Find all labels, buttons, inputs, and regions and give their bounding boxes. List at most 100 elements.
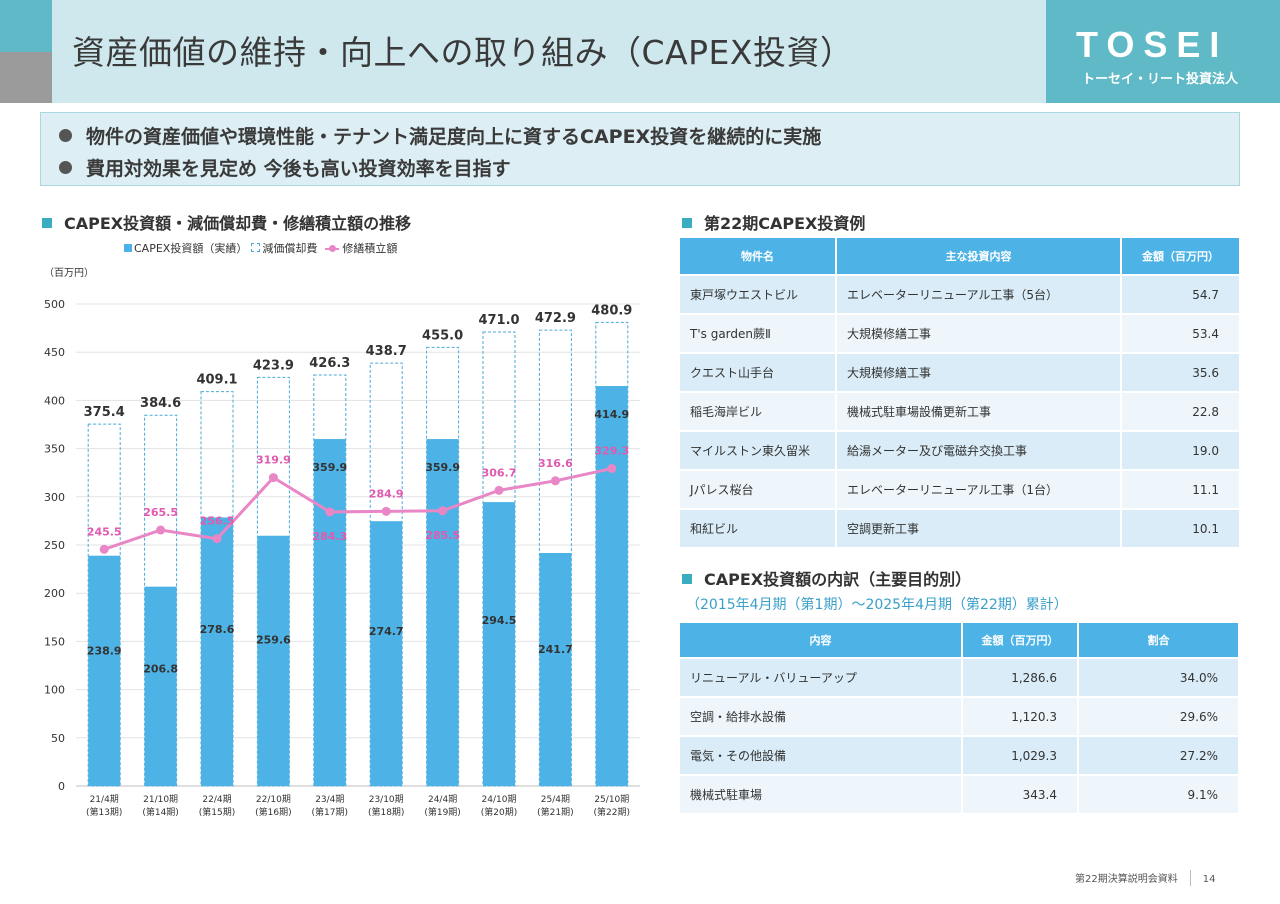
table-row: 東戸塚ウエストビル エレベーターリニューアル工事（5台） 54.7 — [680, 274, 1239, 313]
logo-subtitle: トーセイ・リート投資法人 — [1082, 72, 1239, 87]
content-cell: エレベーターリニューアル工事（5台） — [837, 274, 1122, 313]
property-cell: クエスト山手台 — [680, 352, 837, 391]
y-tick-label: 150 — [44, 635, 65, 648]
capex-value-label: 414.9 — [594, 408, 629, 421]
x-tick-label: 22/4期 — [202, 794, 231, 805]
col-header-content: 主な投資内容 — [837, 238, 1122, 274]
amount-cell: 53.4 — [1122, 313, 1239, 352]
col-header-ratio: 割合 — [1079, 623, 1238, 657]
capex-value-label: 278.6 — [200, 623, 235, 636]
depreciation-value-label: 409.1 — [196, 373, 237, 388]
x-tick-sublabel: (第15期) — [199, 806, 235, 818]
ratio-cell: 34.0% — [1079, 657, 1238, 696]
summary-box: 物件の資産価値や環境性能・テナント満足度向上に資するCAPEX投資を継続的に実施… — [40, 112, 1240, 186]
square-bullet-icon — [42, 218, 52, 228]
reserve-point — [438, 506, 448, 516]
x-tick-sublabel: (第19期) — [424, 806, 460, 818]
y-tick-label: 300 — [44, 491, 65, 504]
amount-cell: 11.1 — [1122, 469, 1239, 508]
property-cell: 東戸塚ウエストビル — [680, 274, 837, 313]
content-cell: 給湯メーター及び電磁弁交換工事 — [837, 430, 1122, 469]
capex-bar — [483, 502, 515, 786]
y-tick-label: 200 — [44, 587, 65, 600]
category-cell: リニューアル・バリューアップ — [680, 657, 963, 696]
square-bullet-icon — [682, 218, 692, 228]
legend-capex: CAPEX投資額（実績） — [124, 240, 247, 256]
capex-value-label: 294.5 — [482, 614, 517, 627]
category-cell: 電気・その他設備 — [680, 735, 963, 774]
amount-cell: 35.6 — [1122, 352, 1239, 391]
x-tick-sublabel: (第17期) — [312, 806, 348, 818]
page-footer: 第22期決算説明会資料 14 — [1075, 870, 1215, 886]
depreciation-value-label: 438.7 — [366, 344, 407, 359]
table-row: リニューアル・バリューアップ 1,286.6 34.0% — [680, 657, 1238, 696]
reserve-value-label: 284.3 — [312, 530, 347, 543]
table-header-row: 内容 金額（百万円） 割合 — [680, 623, 1238, 657]
table-row: 電気・その他設備 1,029.3 27.2% — [680, 735, 1238, 774]
depreciation-value-label: 472.9 — [535, 311, 576, 326]
header-band — [52, 0, 1046, 103]
company-logo: TOSEI トーセイ・リート投資法人 — [1046, 0, 1280, 103]
ratio-cell: 9.1% — [1079, 774, 1238, 813]
bullet-icon — [59, 161, 72, 174]
depreciation-value-label: 480.9 — [591, 303, 632, 318]
y-tick-label: 400 — [44, 394, 65, 407]
amount-cell: 19.0 — [1122, 430, 1239, 469]
reserve-value-label: 265.5 — [143, 506, 178, 519]
x-tick-label: 21/10期 — [143, 794, 178, 805]
x-tick-label: 25/10期 — [594, 794, 629, 805]
table-header-row: 物件名 主な投資内容 金額（百万円） — [680, 238, 1239, 274]
reserve-point — [268, 473, 278, 483]
x-tick-label: 24/10期 — [482, 794, 517, 805]
square-bullet-icon — [682, 574, 692, 584]
amount-cell: 1,286.6 — [963, 657, 1079, 696]
y-tick-label: 100 — [44, 684, 65, 697]
col-header-content: 内容 — [680, 623, 963, 657]
capex-bar — [201, 517, 233, 786]
legend-solid-swatch-icon — [124, 244, 132, 252]
x-tick-sublabel: (第13期) — [86, 806, 122, 818]
depreciation-value-label: 384.6 — [140, 396, 181, 411]
reserve-point — [494, 485, 504, 495]
x-tick-sublabel: (第18期) — [368, 806, 404, 818]
capex-bar — [313, 439, 346, 786]
page-number: 14 — [1202, 874, 1216, 885]
capex-value-label: 241.7 — [538, 643, 573, 656]
page-title: 資産価値の維持・向上への取り組み（CAPEX投資） — [72, 33, 854, 72]
breakdown-period-note: （2015年4月期（第1期）～2025年4月期（第22期）累計） — [686, 597, 1068, 613]
capex-chart: 0 50 100 150 200 250 300 350 400 450 500 375.4 238.9… — [44, 298, 640, 818]
x-tick-label: 23/4期 — [315, 794, 344, 805]
y-tick-label: 350 — [44, 443, 65, 456]
col-header-property: 物件名 — [680, 238, 837, 274]
reserve-point — [381, 506, 391, 516]
capex-bar — [370, 521, 403, 786]
legend-reserve: 修繕積立額 — [321, 240, 397, 256]
breakdown-table: 内容 金額（百万円） 割合 リニューアル・バリューアップ 1,286.6 34.0%… — [680, 623, 1238, 813]
property-cell: 稲毛海岸ビル — [680, 391, 837, 430]
capex-value-label: 259.6 — [256, 633, 291, 646]
capex-examples-table: 物件名 主な投資内容 金額（百万円） 東戸塚ウエストビル エレベーターリニューアル… — [680, 238, 1239, 547]
content-cell: 空調更新工事 — [837, 508, 1122, 547]
col-header-amount: 金額（百万円） — [1122, 238, 1239, 274]
document-name: 第22期決算説明会資料 — [1075, 874, 1178, 885]
table-row: 稲毛海岸ビル 機械式駐車場設備更新工事 22.8 — [680, 391, 1239, 430]
y-tick-label: 250 — [44, 539, 65, 552]
table-row: 和紅ビル 空調更新工事 10.1 — [680, 508, 1239, 547]
reserve-value-label: 285.5 — [425, 529, 460, 542]
depreciation-value-label: 426.3 — [309, 356, 350, 371]
capex-bar — [426, 439, 459, 786]
capex-value-label: 359.9 — [312, 461, 347, 474]
ratio-cell: 27.2% — [1079, 735, 1238, 774]
summary-line-2: 費用対効果を見定め 今後も高い投資効率を目指す — [59, 154, 511, 181]
reserve-point — [607, 464, 617, 474]
depreciation-value-label: 423.9 — [253, 358, 294, 373]
x-tick-sublabel: (第21期) — [537, 806, 573, 818]
capex-value-label: 238.9 — [87, 645, 122, 658]
capex-examples-heading: 第22期CAPEX投資例 — [682, 210, 865, 234]
amount-cell: 1,029.3 — [963, 735, 1079, 774]
y-tick-label: 500 — [44, 298, 65, 311]
reserve-value-label: 284.9 — [369, 487, 404, 500]
reserve-value-label: 256.5 — [200, 515, 235, 528]
x-tick-label: 21/4期 — [90, 794, 119, 805]
summary-line-1: 物件の資産価値や環境性能・テナント満足度向上に資するCAPEX投資を継続的に実施 — [59, 122, 821, 149]
